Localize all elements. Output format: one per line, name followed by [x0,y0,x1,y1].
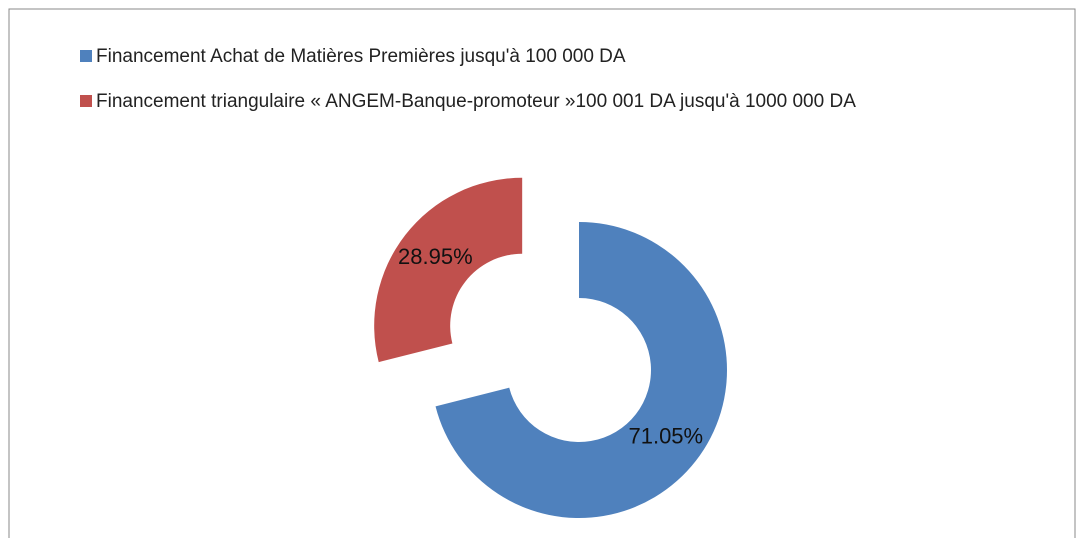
donut-slice [374,177,523,363]
donut-slice [435,222,727,518]
legend-swatch [80,95,92,107]
legend-swatch [80,50,92,62]
legend-label: Financement Achat de Matières Premières … [96,46,626,67]
legend: Financement Achat de Matières Premières … [80,38,1055,128]
legend-label: Financement triangulaire « ANGEM-Banque-… [96,91,856,112]
data-label: 71.05% [628,423,703,448]
legend-item: Financement triangulaire « ANGEM-Banque-… [80,83,1055,120]
chart-border [8,8,1076,538]
legend-item: Financement Achat de Matières Premières … [80,38,1055,75]
data-label: 28.95% [398,244,473,269]
